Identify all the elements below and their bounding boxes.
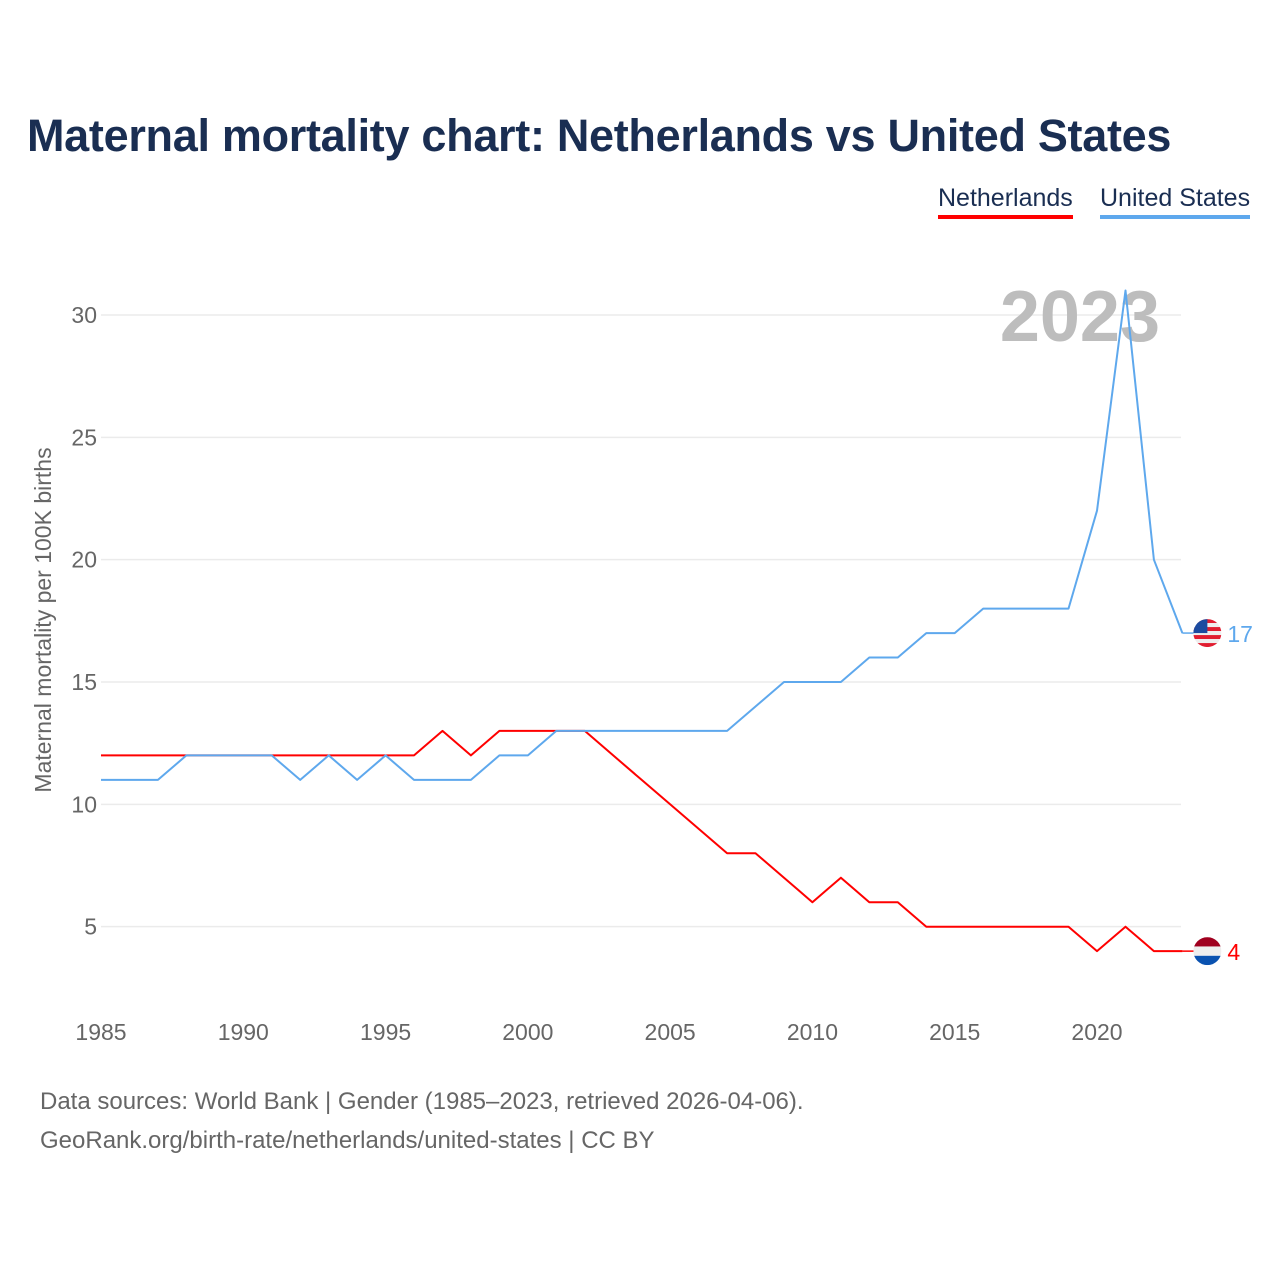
year-watermark: 2023 (1000, 277, 1160, 357)
legend-united-states[interactable]: United States (1100, 184, 1251, 219)
end-value-label: 17 (1227, 621, 1253, 647)
series-line-united-states (101, 289, 1184, 781)
y-tick-label: 30 (71, 302, 97, 328)
x-tick-label: 1985 (75, 1019, 126, 1045)
chart-title: Maternal mortality chart: Netherlands vs… (27, 110, 1172, 161)
y-tick-label: 15 (71, 669, 97, 695)
y-tick-label: 5 (84, 914, 97, 940)
x-tick-label: 2005 (645, 1019, 696, 1045)
series-line-netherlands (101, 729, 1183, 953)
end-value-label: 4 (1227, 939, 1240, 965)
y-tick-label: 10 (71, 791, 97, 817)
us-flag-icon (1193, 619, 1222, 648)
source-link[interactable]: GeoRank.org/birth-rate/netherlands/unite… (40, 1127, 655, 1154)
y-axis-label: Maternal mortality per 100K births (30, 447, 56, 792)
y-tick-label: 20 (71, 547, 97, 573)
x-tick-label: 2020 (1071, 1019, 1122, 1045)
x-tick-label: 1990 (218, 1019, 269, 1045)
source-text: Data sources: World Bank | Gender (1985–… (40, 1088, 804, 1115)
x-tick-label: 1995 (360, 1019, 411, 1045)
y-tick-label: 25 (71, 424, 97, 450)
legend-netherlands[interactable]: Netherlands (938, 184, 1073, 219)
x-tick-label: 2015 (929, 1019, 980, 1045)
x-tick-label: 2000 (502, 1019, 553, 1045)
netherlands-flag-icon (1193, 937, 1222, 966)
x-tick-label: 2010 (787, 1019, 838, 1045)
